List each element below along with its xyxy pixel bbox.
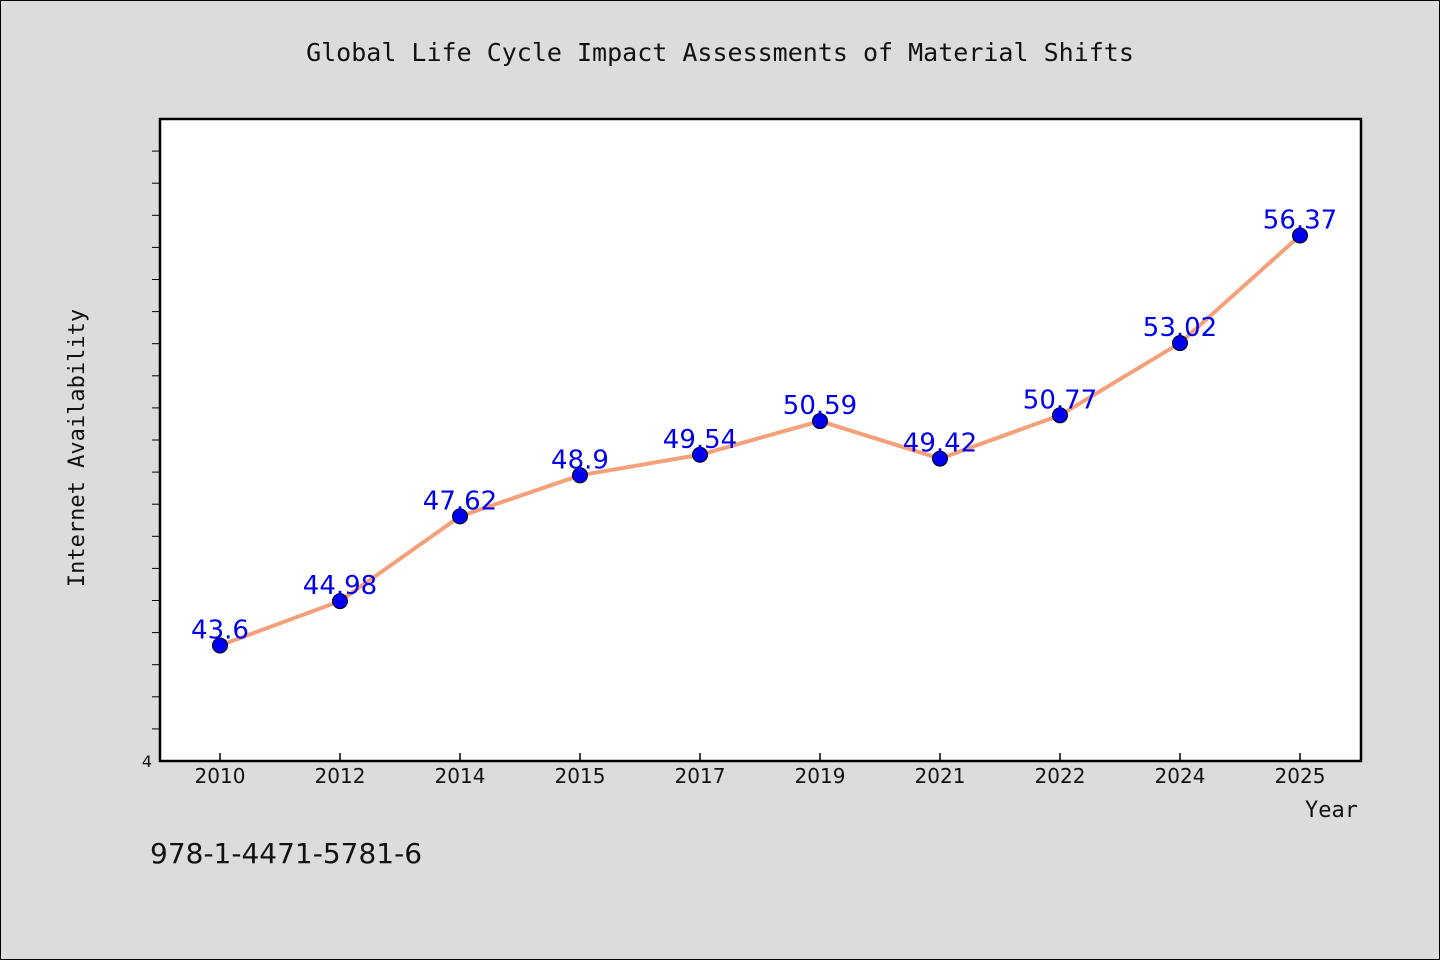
data-label: 48.9 [551,445,609,475]
x-tick-label: 2012 [315,764,366,788]
plot-area [158,117,1363,763]
data-label: 50.59 [783,391,857,421]
data-point [212,637,228,654]
data-point [1172,335,1188,352]
x-tick-label: 2014 [435,764,486,788]
data-point [452,508,468,525]
data-label: 44.98 [303,571,377,601]
x-tick-label: 2019 [795,764,846,788]
y-axis-ticks [152,150,160,730]
x-tick-label: 2024 [1155,764,1206,788]
data-label: 43.6 [191,615,249,645]
data-point [1052,407,1068,424]
x-tick-label: 2022 [1035,764,1086,788]
data-label: 50.77 [1023,385,1097,415]
data-label: 49.54 [663,425,737,455]
data-point [1292,227,1308,244]
data-label: 56.37 [1263,206,1337,236]
x-tick-label: 2021 [915,764,966,788]
series-group: 43.6 44.98 47.62 48.9 49.54 50.59 49.42 50.77 53… [191,206,1337,654]
data-point [572,467,588,484]
data-label: 53.02 [1143,313,1217,343]
chart-title: Global Life Cycle Impact Assessments of … [306,38,1134,67]
y-tick-label: 4 [142,752,152,771]
x-tick-label: 2010 [195,764,246,788]
data-point [332,593,348,610]
data-point [812,413,828,430]
x-tick-label: 2015 [555,764,606,788]
data-point [692,446,708,463]
isbn-text: 978-1-4471-5781-6 [150,837,422,870]
data-label: 47.62 [423,486,497,516]
y-axis-label: Internet Availability [65,309,90,587]
series-line [218,233,1302,648]
x-tick-label: 2025 [1275,764,1326,788]
x-tick-label: 2017 [675,764,726,788]
data-label: 49.42 [903,429,977,459]
x-axis-ticks: 2010 2012 2014 2015 2017 2019 2021 2022 2024 2025 [195,753,1326,788]
data-point [932,450,948,467]
x-axis-label: Year [1305,798,1358,823]
